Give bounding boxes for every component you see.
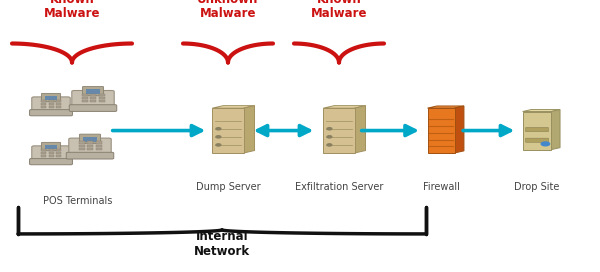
Bar — [91, 94, 96, 96]
Bar — [96, 145, 101, 147]
Circle shape — [327, 128, 332, 130]
Text: Firewall: Firewall — [422, 182, 460, 192]
Text: POS Terminals: POS Terminals — [43, 196, 113, 206]
Bar — [99, 94, 104, 96]
Polygon shape — [244, 106, 254, 153]
Bar — [45, 96, 57, 100]
Polygon shape — [323, 106, 365, 108]
Bar — [41, 149, 46, 151]
FancyBboxPatch shape — [29, 159, 73, 165]
Bar — [41, 155, 46, 157]
Bar — [523, 112, 551, 150]
Circle shape — [216, 128, 221, 130]
FancyBboxPatch shape — [82, 86, 104, 96]
Bar — [82, 94, 88, 96]
Bar — [56, 155, 61, 157]
Text: Known
Malware: Known Malware — [44, 0, 100, 20]
Bar — [91, 97, 96, 99]
Bar — [86, 89, 100, 94]
Bar — [99, 97, 104, 99]
Bar — [56, 106, 61, 108]
Text: Exfiltration Server: Exfiltration Server — [295, 182, 383, 192]
Bar — [56, 103, 61, 105]
Bar — [41, 106, 46, 108]
Bar — [49, 149, 54, 151]
Text: Known
Malware: Known Malware — [311, 0, 367, 20]
Bar — [91, 100, 96, 103]
Bar — [41, 152, 46, 154]
Bar — [96, 141, 101, 144]
Circle shape — [327, 136, 332, 138]
Bar — [79, 148, 85, 150]
Bar — [41, 103, 46, 105]
FancyBboxPatch shape — [32, 146, 70, 161]
Bar — [323, 108, 355, 153]
Text: Drop Site: Drop Site — [514, 182, 560, 192]
Polygon shape — [212, 106, 254, 108]
Bar — [49, 106, 54, 108]
Bar — [49, 155, 54, 157]
FancyBboxPatch shape — [69, 138, 111, 155]
Text: Unknown
Malware: Unknown Malware — [197, 0, 259, 20]
Text: Dump Server: Dump Server — [196, 182, 260, 192]
FancyBboxPatch shape — [41, 93, 61, 102]
FancyBboxPatch shape — [79, 134, 101, 143]
Bar — [49, 152, 54, 154]
Bar — [212, 108, 244, 153]
Bar — [79, 141, 85, 144]
Polygon shape — [455, 106, 464, 153]
Bar — [45, 145, 57, 149]
Circle shape — [216, 136, 221, 138]
Polygon shape — [523, 110, 560, 112]
FancyBboxPatch shape — [29, 110, 73, 116]
Polygon shape — [551, 110, 560, 150]
Polygon shape — [355, 106, 365, 153]
Bar — [427, 108, 455, 153]
Bar — [49, 100, 54, 102]
FancyBboxPatch shape — [32, 97, 70, 112]
Text: Internal
Network: Internal Network — [194, 230, 250, 258]
Bar — [99, 100, 104, 103]
FancyBboxPatch shape — [69, 105, 117, 112]
Bar — [56, 149, 61, 151]
Circle shape — [541, 142, 550, 146]
Bar — [88, 148, 93, 150]
Circle shape — [327, 144, 332, 146]
Polygon shape — [427, 106, 464, 108]
FancyBboxPatch shape — [526, 128, 548, 132]
Bar — [88, 145, 93, 147]
FancyBboxPatch shape — [41, 142, 61, 151]
Bar — [83, 137, 97, 142]
FancyBboxPatch shape — [526, 138, 548, 142]
Bar — [41, 100, 46, 102]
Circle shape — [216, 144, 221, 146]
Bar — [96, 148, 101, 150]
FancyBboxPatch shape — [72, 91, 114, 107]
Bar — [49, 103, 54, 105]
Bar — [82, 100, 88, 103]
Bar — [88, 141, 93, 144]
FancyBboxPatch shape — [66, 152, 114, 159]
Bar — [56, 100, 61, 102]
Bar — [82, 97, 88, 99]
Bar — [56, 152, 61, 154]
Bar — [79, 145, 85, 147]
